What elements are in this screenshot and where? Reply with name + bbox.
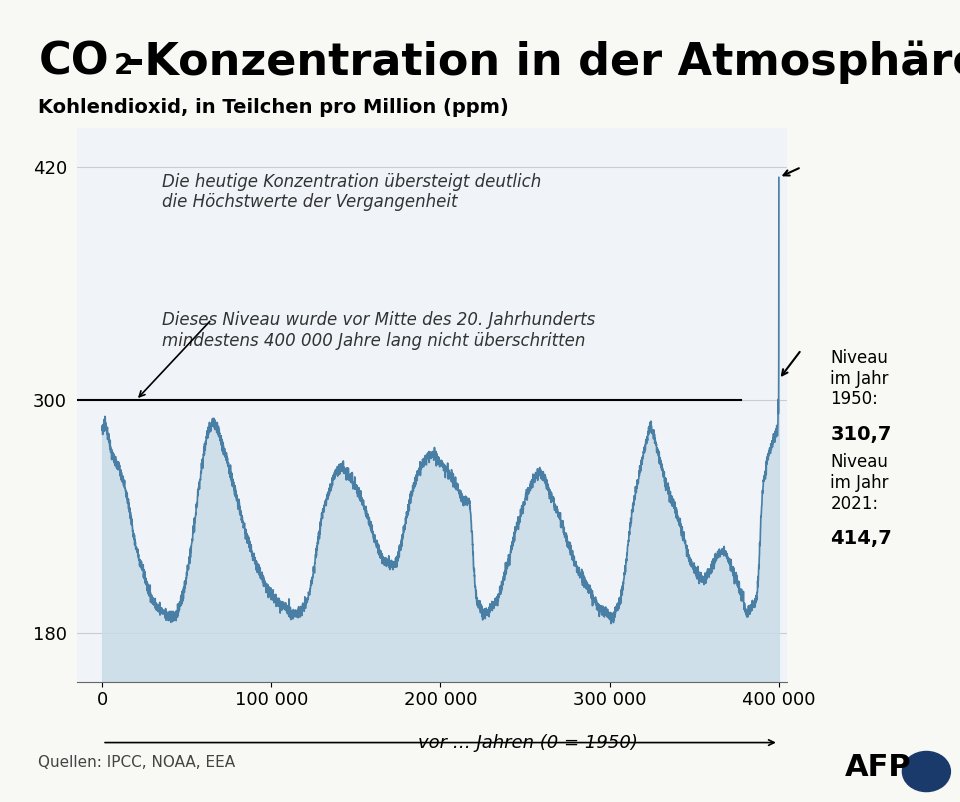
Text: 310,7: 310,7 bbox=[830, 425, 892, 444]
Text: 414,7: 414,7 bbox=[830, 529, 892, 549]
Text: -Konzentration in der Atmosphäre: -Konzentration in der Atmosphäre bbox=[126, 40, 960, 83]
Text: vor … Jahren (0 = 1950): vor … Jahren (0 = 1950) bbox=[418, 734, 638, 751]
Text: Kohlendioxid, in Teilchen pro Million (ppm): Kohlendioxid, in Teilchen pro Million (p… bbox=[38, 98, 509, 117]
Text: Dieses Niveau wurde vor Mitte des 20. Jahrhunderts
mindestens 400 000 Jahre lang: Dieses Niveau wurde vor Mitte des 20. Ja… bbox=[162, 311, 595, 350]
Text: AFP: AFP bbox=[845, 753, 911, 782]
Text: Niveau
im Jahr
2021:: Niveau im Jahr 2021: bbox=[830, 453, 889, 512]
Text: 2: 2 bbox=[113, 52, 132, 80]
Text: CO: CO bbox=[38, 40, 109, 83]
Text: Quellen: IPCC, NOAA, EEA: Quellen: IPCC, NOAA, EEA bbox=[38, 755, 235, 770]
Text: Niveau
im Jahr
1950:: Niveau im Jahr 1950: bbox=[830, 349, 889, 408]
Text: Die heutige Konzentration übersteigt deutlich
die Höchstwerte der Vergangenheit: Die heutige Konzentration übersteigt deu… bbox=[162, 172, 541, 212]
